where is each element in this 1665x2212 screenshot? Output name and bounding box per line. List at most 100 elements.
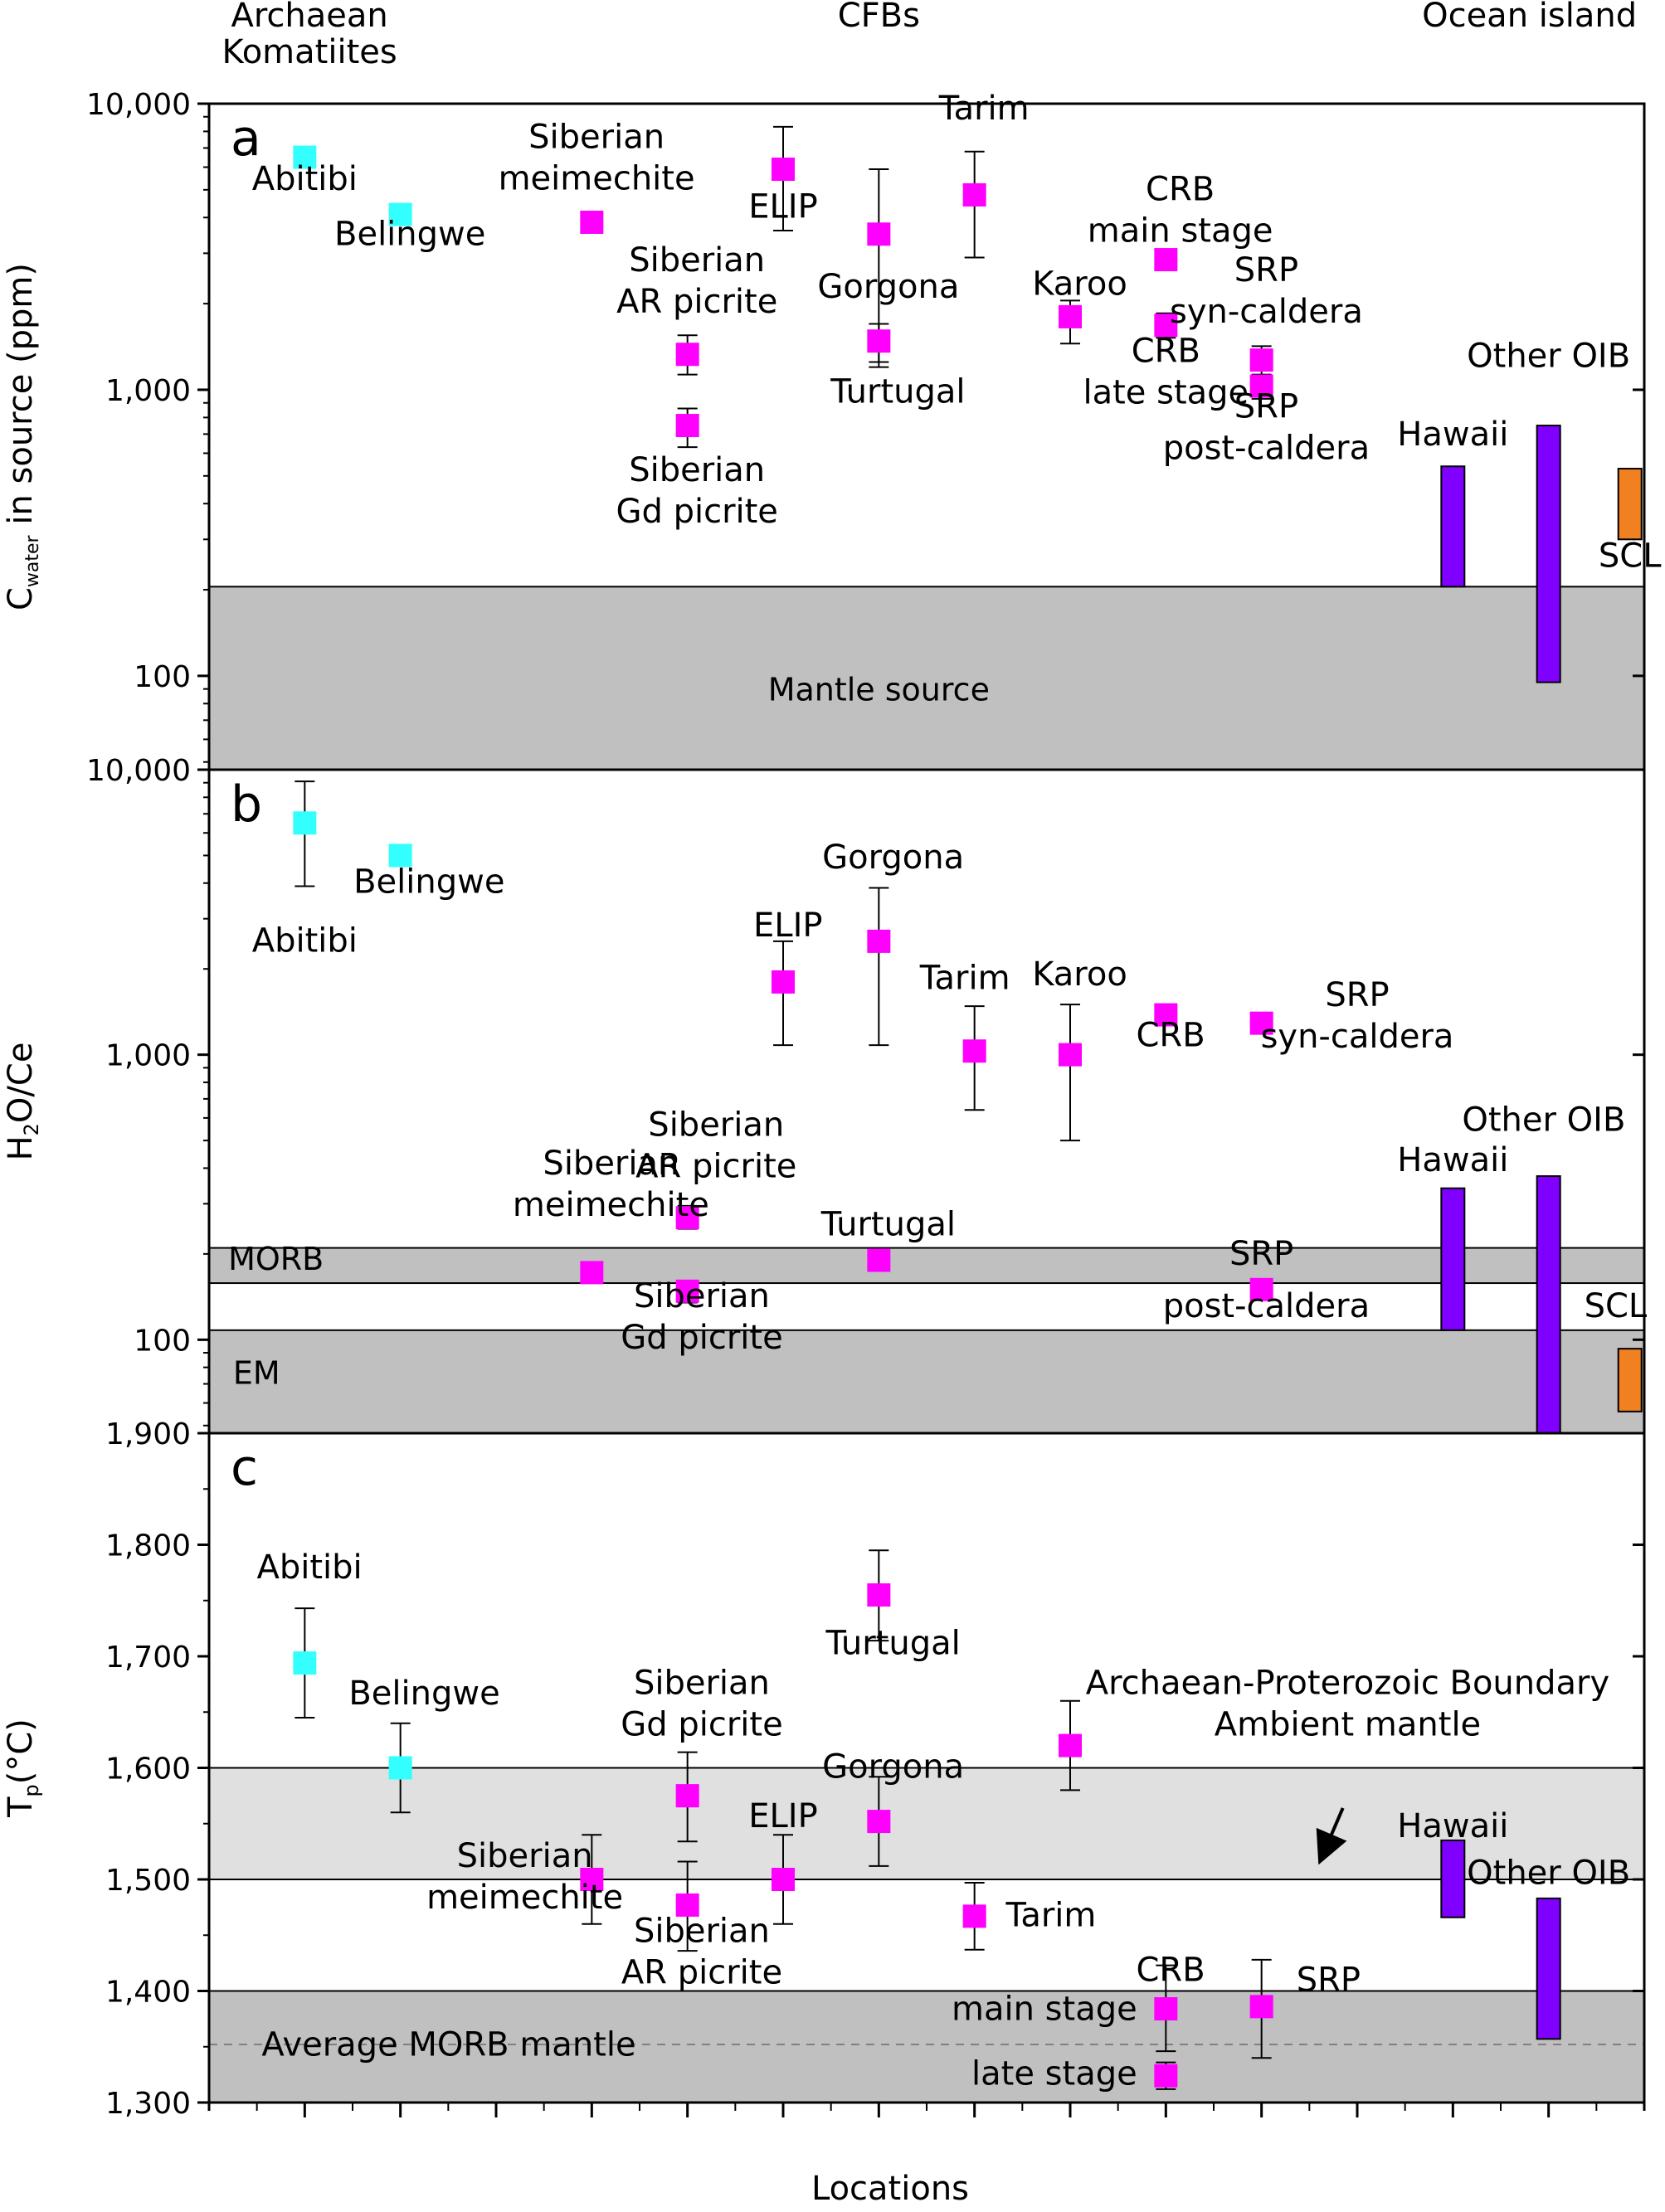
data-point-c-12 <box>1249 1995 1273 2019</box>
data-point-b-3 <box>675 1206 699 1230</box>
y-tick-label-c: 1,500 <box>105 1864 191 1898</box>
data-point-c-1 <box>388 1756 412 1780</box>
point-label-crb-late-stage: CRB late stage <box>1083 333 1249 412</box>
panel-letter-b: b <box>231 775 262 834</box>
point-label-abitibi: Abitibi <box>252 921 358 960</box>
point-label-other-oib: Other OIB <box>1462 1101 1625 1140</box>
y-axis-label-b: H2O/Ce <box>2 1043 43 1161</box>
point-label-gorgona: Gorgona <box>817 268 959 306</box>
y-tick-label-a: 100 <box>134 660 191 694</box>
data-point-b-5 <box>772 970 795 994</box>
point-label-srp-post-caldera: SRP post-caldera <box>1163 387 1370 467</box>
y-tick-label-a: 10,000 <box>86 88 191 122</box>
y-tick-label-b: 10,000 <box>86 754 191 788</box>
y-tick-label-c: 1,700 <box>105 1641 191 1675</box>
point-label-abitibi: Abitibi <box>257 1548 363 1587</box>
range-bar-a-0 <box>1440 465 1466 588</box>
point-label-post-caldera: post-caldera <box>1163 1287 1370 1325</box>
point-label-siberian-gd-picrite: Siberian Gd picrite <box>621 1665 782 1744</box>
data-point-b-0 <box>293 811 317 835</box>
point-label-siberian-meimechite: Siberian meimechite <box>426 1837 623 1917</box>
y-tick-label-c: 1,400 <box>105 1976 191 2010</box>
point-label-siberian-meimechite: Siberian meimechite <box>513 1145 709 1224</box>
point-label-belingwe: Belingwe <box>334 216 485 254</box>
data-point-a-8 <box>962 182 986 207</box>
data-point-c-6 <box>867 1583 891 1607</box>
point-label-crb-main-stage: CRB main stage <box>1088 170 1273 250</box>
point-label-srp: SRP <box>1229 1235 1293 1273</box>
range-bar-c-0 <box>1440 1839 1466 1918</box>
point-label-siberian-ar-picrite: Siberian AR picrite <box>621 1912 782 1991</box>
group-header-ocean-island: Ocean island <box>1422 0 1637 35</box>
point-label-elip: ELIP <box>748 187 817 226</box>
range-bar-b-1 <box>1536 1175 1561 1434</box>
data-point-a-10 <box>1154 248 1178 272</box>
data-point-a-11 <box>1154 314 1178 338</box>
point-label-gorgona: Gorgona <box>822 1748 964 1787</box>
zone-b-0 <box>208 1329 1645 1434</box>
point-label-scl: SCL <box>1599 537 1662 576</box>
data-point-c-2 <box>580 1868 604 1891</box>
point-label-turtugal: Turtugal <box>820 1206 956 1244</box>
group-header-cfbs: CFBs <box>838 0 920 35</box>
point-label-karoo: Karoo <box>1032 955 1127 994</box>
x-axis <box>207 2103 1646 2117</box>
zone-label-morb: MORB <box>228 1241 324 1277</box>
point-label-belingwe: Belingwe <box>353 863 504 901</box>
zone-a-0 <box>208 586 1645 771</box>
range-bar-b-2 <box>1617 1348 1643 1412</box>
point-label-hawaii: Hawaii <box>1397 1141 1508 1179</box>
data-point-c-0 <box>293 1651 317 1675</box>
data-point-b-8 <box>962 1039 986 1063</box>
point-label-siberian-ar-picrite: Siberian AR picrite <box>616 241 777 321</box>
point-label-siberian-ar-picrite: Siberian AR picrite <box>635 1106 796 1185</box>
point-label-tarim: Tarim <box>919 959 1010 997</box>
y-tick-label-b: 100 <box>134 1324 191 1358</box>
point-label-crb: CRB <box>1137 1951 1205 1989</box>
point-label-hawaii: Hawaii <box>1397 416 1508 454</box>
data-point-a-4 <box>675 414 699 438</box>
panel-letter-c: c <box>231 1439 258 1497</box>
data-point-a-0 <box>293 145 317 169</box>
zone-b-1 <box>208 1247 1645 1285</box>
point-label-late-stage: late stage <box>971 2054 1137 2093</box>
y-tick-label-c: 1,800 <box>105 1529 191 1563</box>
panel-letter-a: a <box>231 109 261 168</box>
y-tick-label-c: 1,900 <box>105 1417 191 1451</box>
zone-c-0 <box>208 1990 1645 2103</box>
data-point-c-5 <box>772 1868 795 1891</box>
data-point-b-1 <box>388 843 412 868</box>
data-point-a-12 <box>1249 348 1273 372</box>
point-label-turtugal: Turtugal <box>830 373 965 411</box>
point-label-gorgona: Gorgona <box>822 839 964 877</box>
zone-label-mantle-source: Mantle source <box>768 672 990 708</box>
y-tick-label-c: 1,300 <box>105 2087 191 2121</box>
point-label-turtugal: Turtugal <box>825 1624 961 1662</box>
data-point-c-4 <box>675 1893 699 1917</box>
point-label-srp-syn-caldera: SRP syn-caldera <box>1261 976 1454 1056</box>
y-tick-label-c: 1,600 <box>105 1753 191 1787</box>
y-axis-label-a: Cwater in source (ppm) <box>2 263 43 610</box>
data-point-c-11 <box>1154 2064 1178 2088</box>
data-point-a-5 <box>772 158 795 182</box>
data-point-a-1 <box>388 202 412 226</box>
data-point-c-7 <box>867 1810 891 1834</box>
zone-label-em: EM <box>233 1355 280 1392</box>
data-point-b-2 <box>580 1261 604 1285</box>
data-point-c-3 <box>675 1784 699 1808</box>
ambient-mantle-arrow <box>1316 1807 1347 1865</box>
point-label-archaean-proterozoic-boundary-ambient-mantle: Archaean-Proterozoic Boundary Ambient man… <box>1086 1665 1609 1744</box>
data-point-b-7 <box>867 1248 891 1272</box>
range-bar-a-2 <box>1617 468 1643 541</box>
point-label-belingwe: Belingwe <box>348 1675 499 1713</box>
data-point-c-10 <box>1154 1997 1178 2021</box>
point-label-scl: SCL <box>1585 1287 1648 1325</box>
data-point-a-2 <box>580 210 604 234</box>
group-header-archaean-komatiites: Archaean Komatiites <box>222 0 397 71</box>
point-label-srp-syn-caldera: SRP syn-caldera <box>1170 251 1363 331</box>
data-point-a-7 <box>867 329 891 353</box>
range-bar-c-1 <box>1536 1897 1561 2040</box>
panel-c: Average MORB mantle 1,900 1,800 1,700 1,600 1… <box>2 1417 1646 2121</box>
point-label-hawaii: Hawaii <box>1397 1807 1508 1845</box>
